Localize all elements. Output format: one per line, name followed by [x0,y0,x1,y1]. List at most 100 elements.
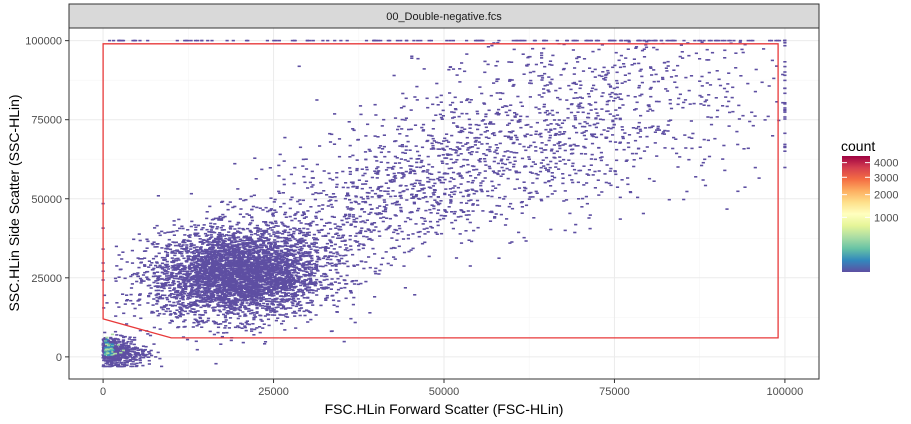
hex-bin [215,289,219,291]
hex-bin [129,299,133,302]
hex-bin [468,265,472,267]
hex-bin [265,286,269,289]
hex-bin [280,322,284,325]
hex-bin [290,301,294,303]
hex-bin [328,263,332,265]
hex-bin [293,264,297,267]
hex-bin [351,182,355,185]
hex-bin [308,275,312,277]
hex-bin [334,227,338,229]
hex-bin [637,62,641,65]
hex-bin [173,304,177,307]
hex-bin [278,153,282,156]
hex-bin [259,248,263,251]
hex-bin [703,158,707,161]
hex-bin [216,236,220,238]
hex-bin [286,299,290,301]
hex-bin [172,224,176,226]
hex-bin [229,256,234,259]
hex-bin [379,151,383,154]
hex-bin [364,135,368,137]
hex-bin [305,231,310,234]
hex-bin [270,274,274,277]
hex-bin [585,202,589,205]
hex-bin [261,288,265,291]
hex-bin [443,178,447,181]
hex-bin [266,307,271,310]
hex-bin [255,206,259,209]
hex-bin [301,241,305,243]
hex-bin [303,251,307,253]
hex-bin [313,268,317,270]
hex-bin [231,206,235,209]
hex-bin [251,205,255,208]
hex-bin [210,227,214,229]
hex-bin [174,316,178,318]
hex-bin [214,261,218,264]
hex-bin [235,301,240,303]
hex-bin [270,270,274,272]
hex-bin [485,130,489,132]
hex-bin [236,313,240,315]
hex-bin [177,286,181,289]
hex-bin [214,253,218,256]
hex-bin [418,198,422,200]
hex-bin [522,236,526,239]
hex-bin [355,232,359,235]
hex-bin [173,287,177,289]
hex-bin [276,285,280,288]
hex-bin [302,244,306,246]
hex-bin [439,214,443,217]
hex-bin [189,283,193,285]
hex-bin [133,307,137,310]
hex-bin [457,172,461,174]
hex-bin [282,160,286,162]
hex-bin [681,57,685,59]
hex-bin [163,279,167,281]
hex-bin [374,267,378,270]
hex-bin [247,257,251,260]
hex-bin [253,290,257,293]
hex-bin [348,213,352,216]
hex-bin [270,286,274,288]
hex-bin [264,307,268,310]
hex-bin [203,260,207,263]
hex-bin [223,242,227,245]
hex-bin [346,186,350,189]
hex-bin [269,257,273,259]
hex-bin [421,165,425,167]
hex-bin [165,255,169,257]
hex-bin [559,74,563,76]
hex-bin [335,251,339,253]
hex-bin [225,331,229,334]
hex-bin [386,227,390,230]
hex-bin [762,48,766,50]
hex-bin [156,293,160,296]
hex-bin [656,80,660,83]
hex-bin [248,223,252,226]
hex-bin [295,271,299,274]
hex-bin [248,280,252,282]
hex-bin [322,273,326,275]
hex-bin [271,310,275,312]
hex-bin [289,307,293,309]
hex-bin [704,99,709,101]
hex-bin [113,277,118,280]
hex-bin [228,274,232,277]
hex-bin [252,301,256,303]
hex-bin [187,267,191,269]
hex-bin [307,268,311,270]
hex-bin [306,228,310,230]
hex-bin [326,256,330,259]
hex-bin [248,237,252,240]
hex-bin [194,229,198,231]
hex-bin [285,241,289,243]
hex-bin [244,245,248,248]
hex-bin [268,300,272,303]
hex-bin [239,284,243,286]
hex-bin [293,279,297,282]
hex-bin [366,123,370,126]
hex-bin [265,267,269,269]
hex-bin [289,263,293,265]
hex-bin [284,307,288,310]
